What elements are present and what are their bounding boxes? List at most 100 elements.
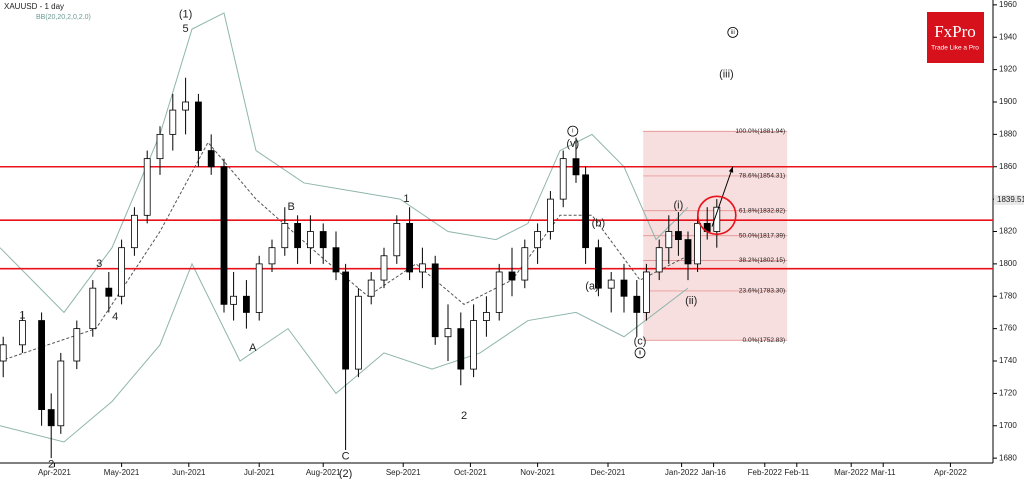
- wave-label: B: [288, 201, 295, 213]
- y-tick-label: 1960: [999, 0, 1017, 9]
- y-tick-label: 1720: [999, 388, 1017, 397]
- candle-body: [508, 271, 516, 281]
- candle-body: [380, 255, 388, 281]
- wave-circle: [727, 26, 739, 38]
- x-tick-label: Aug-2021: [306, 468, 341, 477]
- candle-body: [47, 409, 55, 427]
- candle-body: [534, 231, 541, 249]
- y-tick-label: 1700: [999, 421, 1017, 430]
- candle-body: [130, 214, 138, 249]
- x-tick-label: Nov-2021: [520, 468, 555, 477]
- wave-label: (c): [634, 335, 647, 347]
- x-tick-label: Jun-2021: [172, 468, 206, 477]
- x-tick-label: Apr-2021: [38, 468, 71, 477]
- candle-body: [559, 158, 567, 200]
- candle-body: [342, 271, 350, 370]
- candle-body: [332, 247, 340, 273]
- wave-label: (1): [179, 8, 192, 20]
- wave-label: i: [572, 129, 573, 135]
- candle-body: [182, 101, 190, 111]
- wave-circle: [567, 125, 579, 137]
- y-tick-label: 1860: [999, 162, 1017, 171]
- fib-label: 0.0%(1752.83): [743, 337, 786, 344]
- y-tick-label: 1800: [999, 259, 1017, 268]
- x-tick-label: Dec-2021: [591, 468, 626, 477]
- candle-body: [207, 150, 215, 168]
- last-price-label: 1839.51: [997, 195, 1024, 204]
- candle-body: [268, 247, 276, 265]
- y-tick-label: 1780: [999, 291, 1017, 300]
- x-tick-label: Jan-16: [701, 468, 726, 477]
- candle-body: [73, 328, 81, 362]
- candle-body: [194, 101, 202, 151]
- candle-body: [547, 198, 554, 232]
- candle-body: [294, 223, 302, 249]
- last-price-box: [994, 194, 1024, 205]
- wave-label: (v): [566, 138, 579, 150]
- candle-body: [582, 174, 589, 249]
- candle-body: [470, 320, 478, 370]
- candle-body: [242, 295, 250, 313]
- candle-body: [482, 312, 490, 321]
- candle-body: [156, 133, 164, 160]
- candle-body: [607, 279, 615, 289]
- candle-body: [675, 231, 682, 240]
- wave-label: (ii): [685, 295, 697, 307]
- wave-circle: [634, 347, 646, 359]
- x-tick-label: Mar-2022: [834, 468, 869, 477]
- chart-title: XAUUSD - 1 day: [4, 2, 64, 11]
- band-line: [0, 262, 689, 443]
- wave-label: C: [342, 450, 350, 462]
- candle-body: [393, 223, 401, 257]
- x-tick-label: Feb-2022: [748, 468, 783, 477]
- logo-tagline: Trade Like a Pro: [931, 45, 979, 52]
- indicator-label: BB(20,20,2,0,2.0): [36, 14, 91, 21]
- candle-body: [0, 344, 7, 362]
- fib-label: 61.8%(1832.82): [739, 207, 785, 214]
- band-line: [0, 12, 689, 314]
- wave-label: 2: [461, 410, 467, 422]
- x-tick-label: Jul-2021: [244, 468, 275, 477]
- candle-body: [89, 287, 97, 330]
- x-tick-label: May-2021: [104, 468, 140, 477]
- candle-body: [620, 279, 628, 297]
- candle-body: [281, 223, 289, 249]
- candle-body: [220, 166, 228, 305]
- fib-label: 38.2%(1802.15): [739, 257, 785, 264]
- wave-label: (a): [585, 280, 598, 292]
- wave-label: 5: [183, 23, 189, 35]
- arrow-head: [728, 166, 734, 173]
- y-tick-label: 1920: [999, 65, 1017, 74]
- wave-label: 2: [48, 459, 54, 471]
- wave-label: (2): [339, 468, 352, 479]
- wave-label: ii: [639, 350, 642, 356]
- wave-label: (iii): [719, 68, 734, 80]
- candle-body: [595, 247, 602, 289]
- candle-body: [255, 263, 263, 313]
- y-tick-label: 1740: [999, 356, 1017, 365]
- y-tick-label: 1820: [999, 227, 1017, 236]
- y-tick-label: 1900: [999, 97, 1017, 106]
- logo-name: FxPro: [934, 22, 976, 41]
- x-tick-label: Sep-2021: [386, 468, 421, 477]
- candle-body: [306, 231, 314, 249]
- candle-body: [643, 271, 650, 313]
- candle-body: [57, 360, 65, 427]
- candle-body: [143, 158, 151, 216]
- highlight-circle: [696, 195, 737, 236]
- fib-label: 78.6%(1854.31): [739, 173, 785, 180]
- wave-label: 1: [19, 310, 25, 322]
- logo: [927, 12, 984, 63]
- candle-body: [444, 328, 452, 338]
- candle-body: [367, 279, 375, 297]
- candle-body: [18, 320, 26, 346]
- fib-label: 50.0%(1817.39): [739, 232, 785, 239]
- y-tick-label: 1940: [999, 32, 1017, 41]
- x-tick-label: Jan-2022: [665, 468, 699, 477]
- x-tick-label: Feb-11: [784, 468, 809, 477]
- candle-body: [118, 247, 125, 297]
- band-line: [0, 141, 689, 362]
- wave-label: 3: [96, 258, 102, 270]
- wave-label: (b): [592, 217, 605, 229]
